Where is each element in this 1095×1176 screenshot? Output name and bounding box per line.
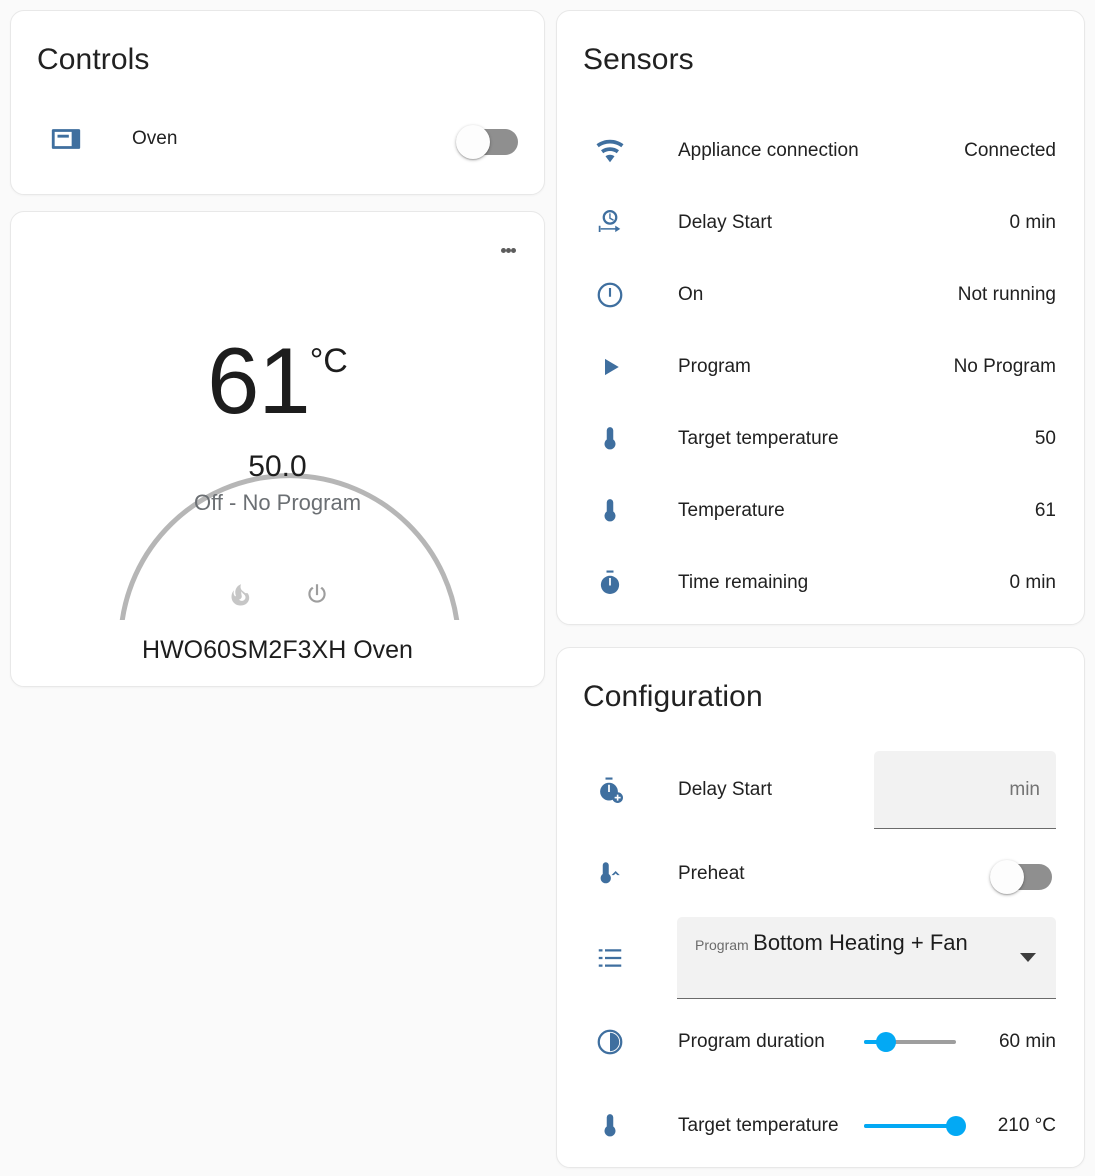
dial-readout: 61°C 50.0 Off - No Program — [11, 334, 544, 516]
sensor-label: Target temperature — [678, 428, 839, 449]
thermometer-chevron-up-icon — [595, 859, 649, 889]
sensor-value: 50 — [1034, 428, 1056, 449]
dial-arc-svg — [119, 473, 460, 620]
power-circle-icon — [595, 280, 649, 310]
config-row-program-duration: Program duration 60 min — [595, 1000, 1056, 1084]
sensor-value: 0 min — [1009, 212, 1056, 233]
switch-thumb — [456, 125, 490, 159]
sensor-row-time-remaining[interactable]: Time remaining 0 min — [595, 547, 1056, 619]
config-label-program-duration: Program duration — [678, 1031, 825, 1052]
configuration-card: Configuration Delay Start — [556, 647, 1085, 1168]
sensors-list: Appliance connection Connected Delay Sta… — [557, 77, 1084, 645]
thermometer-icon — [595, 496, 649, 526]
thermostat-dial[interactable]: 61°C 50.0 Off - No Program — [11, 212, 544, 664]
preheat-toggle-switch[interactable] — [990, 860, 1052, 894]
sensor-value: 0 min — [1009, 572, 1056, 593]
controls-card-title: Controls — [37, 43, 150, 76]
sensor-label: Time remaining — [678, 572, 809, 593]
oven-toggle-switch[interactable] — [456, 125, 518, 159]
slider-fill — [864, 1124, 956, 1128]
sensor-label: Program — [678, 356, 751, 377]
format-list-icon — [595, 943, 649, 973]
control-row-label: Oven — [132, 128, 178, 149]
sensor-label: Appliance connection — [678, 140, 859, 161]
target-temperature-slider[interactable] — [864, 1114, 966, 1138]
controls-card: Controls Oven — [10, 10, 545, 195]
dial-mode-actions — [11, 580, 544, 608]
chevron-down-icon[interactable] — [1020, 953, 1036, 962]
power-icon[interactable] — [303, 580, 331, 608]
program-select-label: Program — [695, 937, 749, 953]
dot-2 — [505, 247, 511, 253]
sensor-value: Not running — [957, 284, 1056, 305]
sensor-row-appliance-connection[interactable]: Appliance connection Connected — [595, 115, 1056, 187]
slider-fill — [864, 1040, 887, 1044]
dial-unit: °C — [309, 342, 348, 380]
microwave-oven-icon — [49, 122, 103, 156]
program-select[interactable]: Program Bottom Heating + Fan — [677, 917, 1056, 999]
sensor-row-temperature[interactable]: Temperature 61 — [595, 475, 1056, 547]
thermometer-icon — [595, 1111, 649, 1141]
sensor-value: No Program — [953, 356, 1056, 377]
sensor-row-target-temperature[interactable]: Target temperature 50 — [595, 403, 1056, 475]
slider-track — [864, 1040, 956, 1044]
thermostat-more-options-icon[interactable] — [490, 232, 526, 268]
thermometer-icon — [595, 424, 649, 454]
sensor-label: On — [678, 284, 704, 305]
dot-1 — [500, 247, 506, 253]
switch-thumb — [990, 860, 1024, 894]
wifi-icon — [595, 136, 649, 166]
dial-target-temperature: 50.0 — [248, 450, 307, 483]
dot-3 — [510, 247, 516, 253]
sensor-row-delay-start[interactable]: Delay Start 0 min — [595, 187, 1056, 259]
config-label-target-temperature: Target temperature — [678, 1115, 839, 1136]
clock-progress-icon — [595, 1027, 649, 1057]
sensor-row-on[interactable]: On Not running — [595, 259, 1056, 331]
sensor-value: 61 — [1034, 500, 1056, 521]
dial-current-temperature: 61 — [207, 328, 311, 433]
control-row-oven[interactable]: Oven — [11, 115, 544, 163]
program-duration-value: 60 min — [998, 1031, 1056, 1052]
configuration-card-title: Configuration — [583, 680, 763, 713]
sensor-label: Delay Start — [678, 212, 772, 233]
sensors-card: Sensors Appliance connection Connected — [556, 10, 1085, 625]
slider-thumb[interactable] — [946, 1116, 966, 1136]
config-row-preheat: Preheat — [595, 832, 1056, 916]
sensors-card-title: Sensors — [583, 43, 694, 76]
delay-start-input[interactable]: min — [874, 751, 1056, 829]
program-duration-slider[interactable] — [864, 1030, 956, 1054]
delay-start-suffix: min — [1009, 778, 1040, 800]
target-temperature-value: 210 °C — [997, 1115, 1056, 1136]
timer-icon — [595, 568, 649, 598]
play-icon — [595, 352, 649, 382]
configuration-list: Delay Start min Preheat — [557, 714, 1084, 1176]
right-column: Sensors Appliance connection Connected — [556, 10, 1085, 1168]
config-label-preheat: Preheat — [678, 863, 745, 884]
dial-track-arc — [119, 473, 460, 620]
timer-plus-icon — [595, 775, 649, 805]
program-select-value: Bottom Heating + Fan — [753, 930, 968, 955]
timer-start-icon — [595, 208, 649, 238]
slider-thumb[interactable] — [876, 1032, 897, 1052]
thermostat-device-name: HWO60SM2F3XH Oven — [142, 636, 413, 664]
config-row-program: Program Bottom Heating + Fan — [595, 916, 1056, 1000]
config-label-delay-start: Delay Start — [678, 779, 772, 800]
sensor-row-program[interactable]: Program No Program — [595, 331, 1056, 403]
left-column: Controls Oven — [10, 10, 545, 687]
config-row-delay-start: Delay Start min — [595, 748, 1056, 832]
dial-status-text: Off - No Program — [193, 490, 362, 515]
flame-icon[interactable] — [225, 580, 253, 608]
thermostat-card: 61°C 50.0 Off - No Program — [10, 211, 545, 687]
config-row-target-temperature: Target temperature 210 °C — [595, 1084, 1056, 1168]
sensor-value: Connected — [964, 140, 1056, 161]
sensor-label: Temperature — [678, 500, 785, 521]
